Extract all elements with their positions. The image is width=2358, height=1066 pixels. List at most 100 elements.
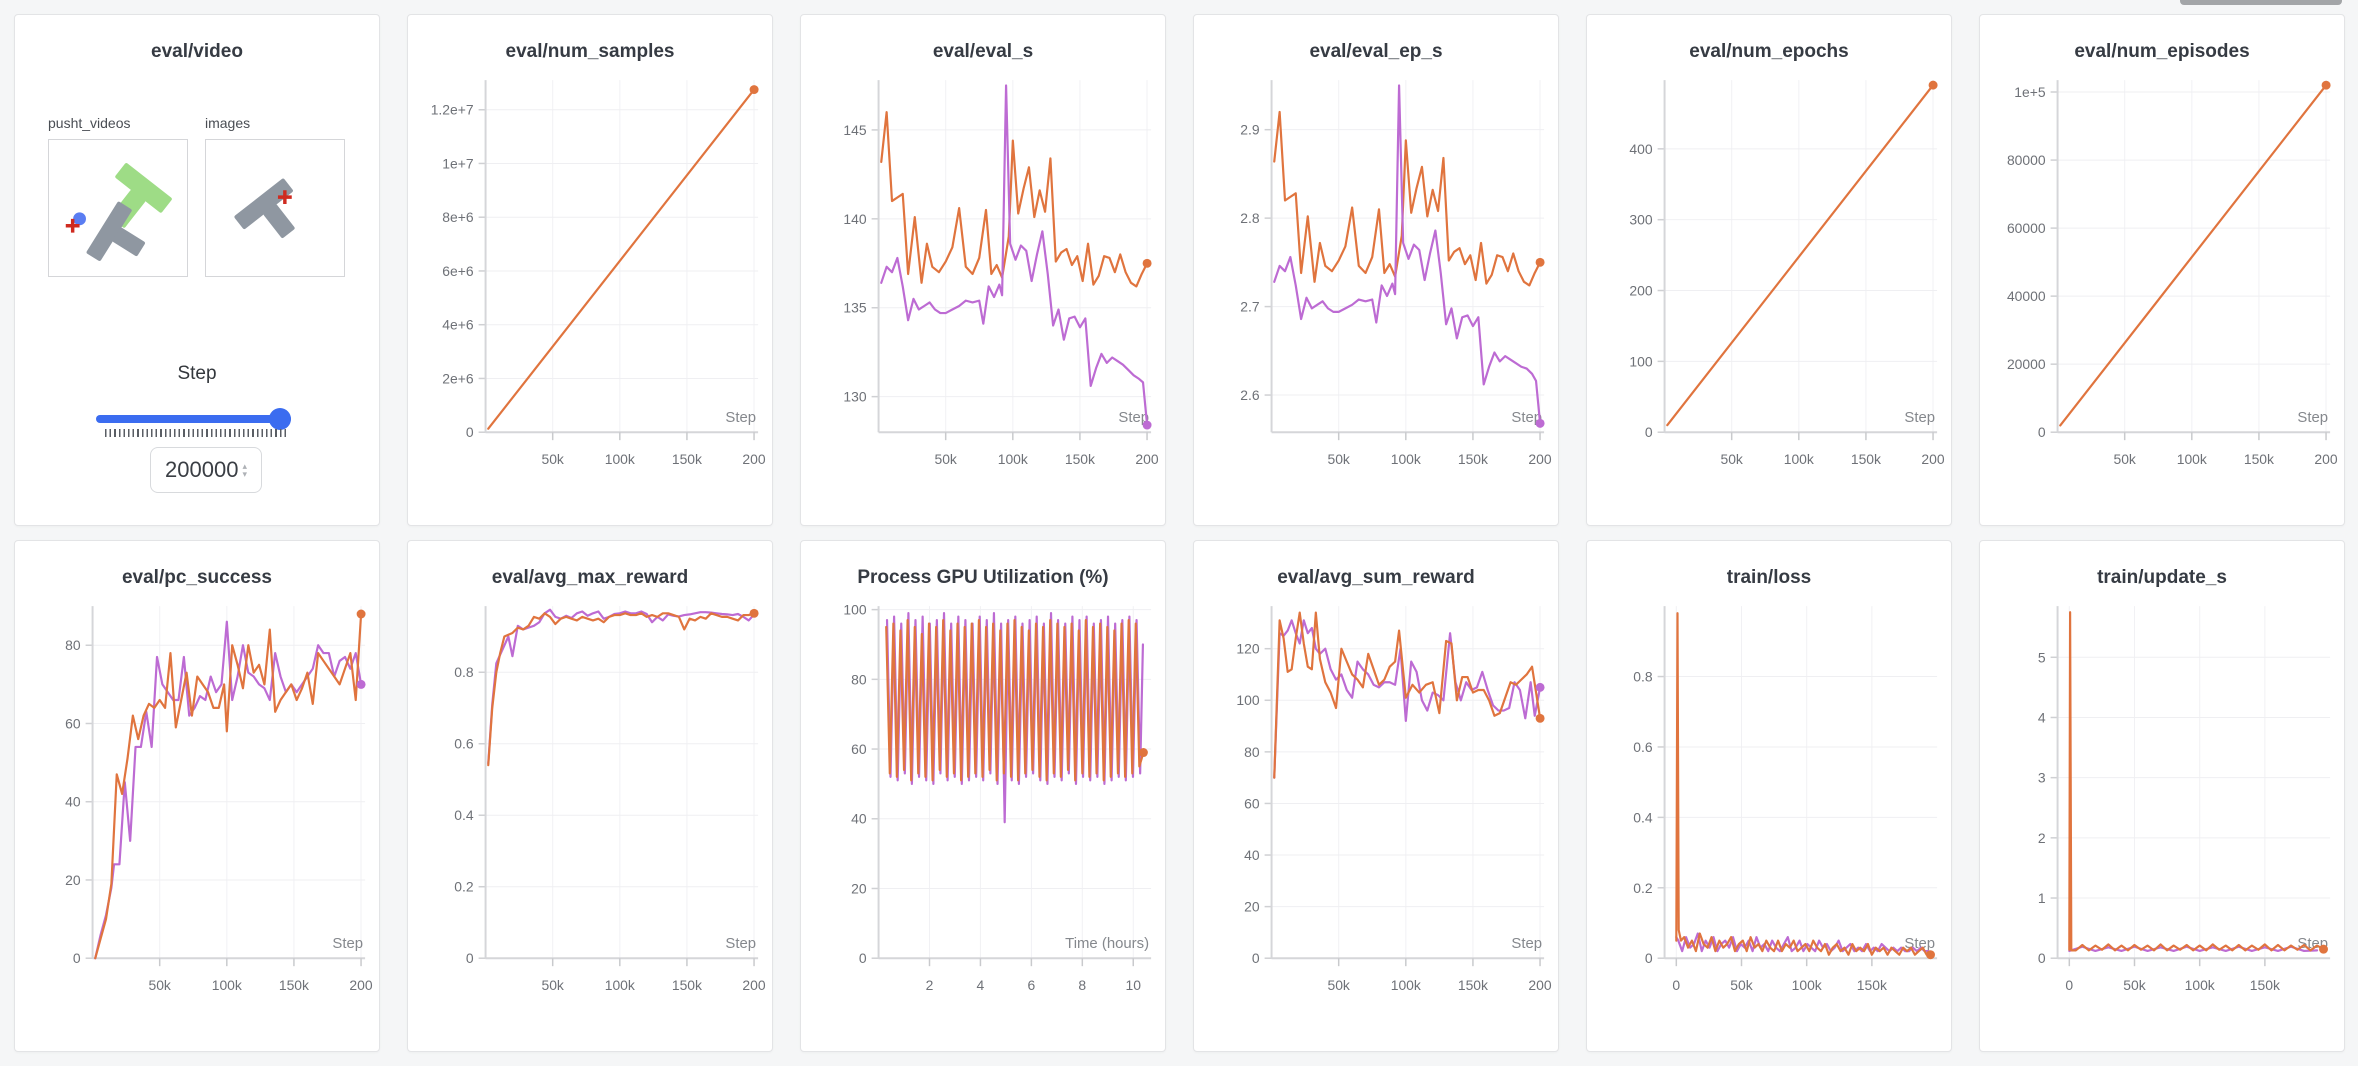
step-number-input[interactable]: 200000 ▴ ▾: [150, 447, 262, 493]
media-thumbnail-pusht-videos[interactable]: [48, 139, 188, 277]
chart-canvas[interactable]: 0 20 40 60 80 50k 100k 150k 200 Step: [15, 591, 379, 1035]
svg-text:2.9: 2.9: [1240, 122, 1260, 138]
svg-text:2e+6: 2e+6: [442, 370, 474, 386]
panel-eval-eval-s: eval/eval_s 130 135 140 145 50k 100k 150k 200 St…: [800, 14, 1166, 526]
svg-text:0.6: 0.6: [454, 736, 474, 752]
svg-text:20: 20: [1244, 899, 1260, 915]
chart-canvas[interactable]: 0 100 200 300 400 50k 100k 150k 200 Step: [1587, 65, 1951, 509]
panel-title: train/loss: [1726, 567, 1812, 588]
step-slider-handle[interactable]: [269, 408, 291, 430]
svg-text:150k: 150k: [1851, 451, 1881, 467]
svg-text:40000: 40000: [2007, 288, 2046, 304]
svg-text:0: 0: [466, 950, 474, 966]
svg-text:100k: 100k: [212, 977, 242, 993]
svg-text:150k: 150k: [1065, 451, 1095, 467]
media-label: images: [205, 115, 251, 131]
media-thumbnail-images[interactable]: [205, 139, 345, 277]
svg-text:50k: 50k: [541, 451, 563, 467]
scroll-fragment: [2180, 0, 2342, 5]
step-slider[interactable]: [96, 408, 291, 430]
svg-text:200: 200: [1135, 451, 1158, 467]
chart-canvas[interactable]: 0 2e+6 4e+6 6e+6 8e+6 1e+7 1.2e+7 50k 100k 150k 20…: [408, 65, 772, 509]
chart-canvas[interactable]: 0 20 40 60 80 100 2 4 6 8 10 Time (hours): [801, 591, 1165, 1035]
svg-text:100: 100: [1236, 692, 1259, 708]
svg-text:150k: 150k: [1458, 977, 1488, 993]
svg-text:8e+6: 8e+6: [442, 209, 474, 225]
svg-text:100: 100: [1629, 353, 1652, 369]
svg-text:60: 60: [1244, 795, 1260, 811]
panel-title: eval/num_episodes: [2074, 41, 2250, 62]
svg-text:100k: 100k: [1792, 977, 1822, 993]
target-cross-icon: [65, 218, 80, 233]
step-slider-heading: Step: [177, 363, 217, 384]
svg-text:Step: Step: [1511, 936, 1542, 952]
svg-text:0.6: 0.6: [1633, 739, 1653, 755]
svg-text:100k: 100k: [1391, 977, 1421, 993]
pusht-image: [234, 178, 295, 238]
svg-text:200: 200: [1629, 282, 1652, 298]
svg-text:3: 3: [2038, 770, 2046, 786]
svg-text:150k: 150k: [672, 977, 702, 993]
svg-text:2.7: 2.7: [1240, 299, 1260, 315]
svg-text:50k: 50k: [2123, 977, 2145, 993]
panel-eval-pc-success: eval/pc_success 0 20 40 60 80 50k 100k 150k 200 S…: [14, 540, 380, 1052]
panel-title: eval/pc_success: [121, 567, 272, 588]
step-value: 200000: [165, 457, 239, 482]
svg-text:150k: 150k: [2250, 977, 2280, 993]
svg-text:150k: 150k: [1458, 451, 1488, 467]
agent-dot: [73, 212, 86, 226]
svg-text:60: 60: [65, 715, 81, 731]
chart-canvas[interactable]: 0 20000 40000 60000 80000 1e+5 50k 100k 150k 200 S…: [1980, 65, 2344, 509]
panel-eval-avg-sum-reward: eval/avg_sum_reward 0 20 40 60 80 100 120 50k 10…: [1193, 540, 1559, 1052]
svg-text:100k: 100k: [605, 451, 635, 467]
panel-title: eval/video: [151, 41, 243, 62]
svg-text:40: 40: [851, 811, 867, 827]
svg-text:150k: 150k: [279, 977, 309, 993]
svg-text:50k: 50k: [1720, 451, 1742, 467]
svg-text:20: 20: [851, 880, 867, 896]
panel-eval-num-episodes: eval/num_episodes 0 20000 40000 60000 80000 1…: [1979, 14, 2345, 526]
chart-canvas[interactable]: 0 1 2 3 4 5 0 50k 100k 150k Step: [1980, 591, 2344, 1035]
svg-text:0.2: 0.2: [1633, 880, 1653, 896]
chart-canvas[interactable]: 2.6 2.7 2.8 2.9 50k 100k 150k 200 Step: [1194, 65, 1558, 509]
svg-text:1: 1: [2038, 890, 2046, 906]
svg-text:50k: 50k: [1327, 451, 1349, 467]
svg-text:0: 0: [1645, 950, 1653, 966]
panel-title: eval/eval_s: [932, 41, 1034, 62]
svg-text:40: 40: [65, 794, 81, 810]
svg-text:4e+6: 4e+6: [442, 317, 474, 333]
svg-text:0: 0: [466, 424, 474, 440]
svg-text:Step: Step: [1511, 410, 1542, 426]
chart-canvas[interactable]: 0 20 40 60 80 100 120 50k 100k 150k 200 Step: [1194, 591, 1558, 1035]
chart-canvas[interactable]: 130 135 140 145 50k 100k 150k 200 Step: [801, 65, 1165, 509]
svg-text:200: 200: [2314, 451, 2337, 467]
svg-text:80000: 80000: [2007, 152, 2046, 168]
chart-canvas[interactable]: 0 0.2 0.4 0.6 0.8 50k 100k 150k 200 Step: [408, 591, 772, 1035]
svg-text:50k: 50k: [934, 451, 956, 467]
svg-text:100k: 100k: [1391, 451, 1421, 467]
svg-text:135: 135: [843, 300, 866, 316]
svg-text:140: 140: [843, 211, 866, 227]
chart-canvas[interactable]: 0 0.2 0.4 0.6 0.8 0 50k 100k 150k Step: [1587, 591, 1951, 1035]
panel-title: eval/avg_sum_reward: [1277, 567, 1475, 588]
svg-text:200: 200: [742, 977, 765, 993]
panel-eval-num-samples: eval/num_samples 0 2e+6 4e+6 6e+6 8e+6 1e+7 1.…: [407, 14, 773, 526]
panel-eval-video: eval/video pusht_videos images: [14, 14, 380, 526]
svg-text:Step: Step: [1118, 410, 1149, 426]
svg-text:100k: 100k: [2185, 977, 2215, 993]
svg-text:80: 80: [851, 671, 867, 687]
panel-train-update-s: train/update_s 0 1 2 3 4 5 0 50k 100k 150k Step: [1979, 540, 2345, 1052]
svg-text:100k: 100k: [1784, 451, 1814, 467]
stepper-arrows-icon[interactable]: ▴ ▾: [242, 461, 247, 479]
svg-text:300: 300: [1629, 212, 1652, 228]
svg-text:20000: 20000: [2007, 356, 2046, 372]
svg-text:0: 0: [2065, 977, 2073, 993]
svg-text:0.8: 0.8: [1633, 669, 1653, 685]
svg-text:0: 0: [73, 950, 81, 966]
svg-text:100k: 100k: [998, 451, 1028, 467]
svg-text:2: 2: [926, 977, 934, 993]
panel-eval-avg-max-reward: eval/avg_max_reward 0 0.2 0.4 0.6 0.8 50k 100k…: [407, 540, 773, 1052]
svg-text:20: 20: [65, 872, 81, 888]
svg-text:6e+6: 6e+6: [442, 263, 474, 279]
